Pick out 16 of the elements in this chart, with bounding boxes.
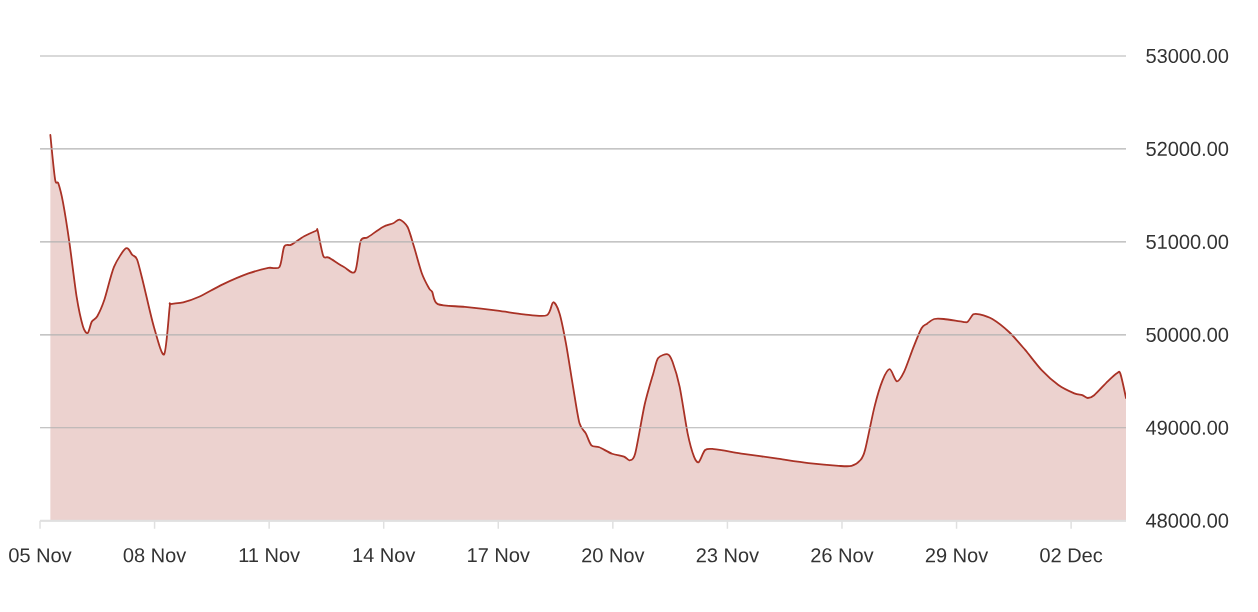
x-tick-label: 14 Nov (353, 548, 416, 563)
x-tick-label: 23 Nov (696, 548, 759, 563)
x-tick-label: 20 Nov (582, 548, 645, 563)
x-tick-label: 17 Nov (468, 548, 530, 563)
y-tick-label: 53000.00 (1146, 48, 1229, 64)
y-tick-label: 51000.00 (1146, 234, 1229, 249)
x-tick-label: 05 Nov (9, 548, 72, 563)
y-tick-label: 49000.00 (1145, 420, 1229, 435)
y-tick-label: 52000.00 (1146, 141, 1229, 157)
x-tick-label: 02 Dec (1040, 548, 1103, 563)
y-tick-label: 50000.00 (1146, 327, 1229, 342)
x-tick-label: 11 Nov (239, 548, 300, 563)
x-tick-label: 29 Nov (925, 548, 989, 563)
y-tick-label: 48000.00 (1145, 513, 1229, 528)
x-tick-label: 26 Nov (811, 548, 874, 563)
x-tick-label: 08 Nov (123, 548, 187, 563)
